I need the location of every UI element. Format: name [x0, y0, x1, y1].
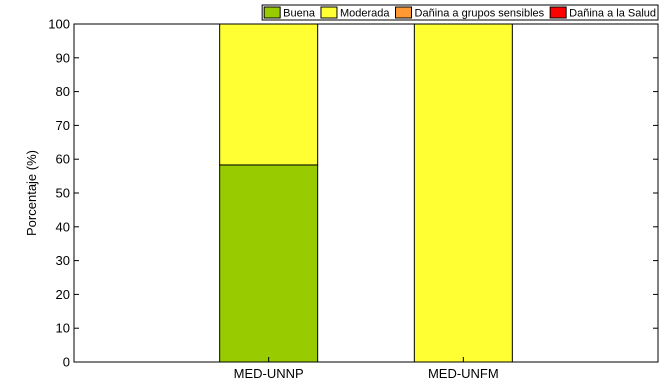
y-tick-label: 40	[56, 219, 70, 234]
x-tick-label: MED-UNFM	[428, 366, 499, 381]
legend-label: Buena	[283, 8, 316, 20]
legend-item: Dañina a grupos sensibles	[395, 6, 545, 20]
y-tick-label: 90	[56, 50, 70, 65]
y-axis: 0 10 20 30 40 50 60 70 80 90 100	[48, 17, 658, 370]
y-tick-label: 50	[56, 186, 70, 201]
legend-label: Moderada	[340, 8, 390, 20]
plot-frame	[73, 23, 659, 363]
y-tick-label: 20	[56, 287, 70, 302]
legend: Buena Moderada Dañina a grupos sensibles Da…	[261, 4, 659, 21]
x-axis: MED-UNNP MED-UNFM	[234, 357, 499, 381]
y-tick-label: 30	[56, 253, 70, 268]
legend-swatch	[395, 6, 413, 19]
x-tick-label: MED-UNNP	[234, 366, 304, 381]
bar-segment	[219, 164, 319, 363]
y-tick-label: 70	[56, 118, 70, 133]
legend-label: Dañina a la Salud	[569, 8, 656, 20]
y-tick-label: 0	[63, 355, 70, 370]
y-tick-label: 80	[56, 84, 70, 99]
y-tick-label: 100	[48, 17, 70, 32]
legend-label: Dañina a grupos sensibles	[415, 8, 545, 20]
legend-item: Dañina a la Salud	[549, 6, 656, 20]
bar-segment	[219, 23, 319, 166]
bars-layer	[219, 23, 513, 363]
y-axis-label: Porcentaje (%)	[24, 150, 39, 236]
legend-item: Buena	[263, 6, 316, 20]
legend-swatch	[263, 6, 281, 19]
y-tick-label: 60	[56, 152, 70, 167]
legend-swatch	[320, 6, 338, 19]
legend-item: Moderada	[320, 6, 390, 20]
bar-segment	[413, 23, 513, 363]
y-tick-label: 10	[56, 321, 70, 336]
legend-swatch	[549, 6, 567, 19]
